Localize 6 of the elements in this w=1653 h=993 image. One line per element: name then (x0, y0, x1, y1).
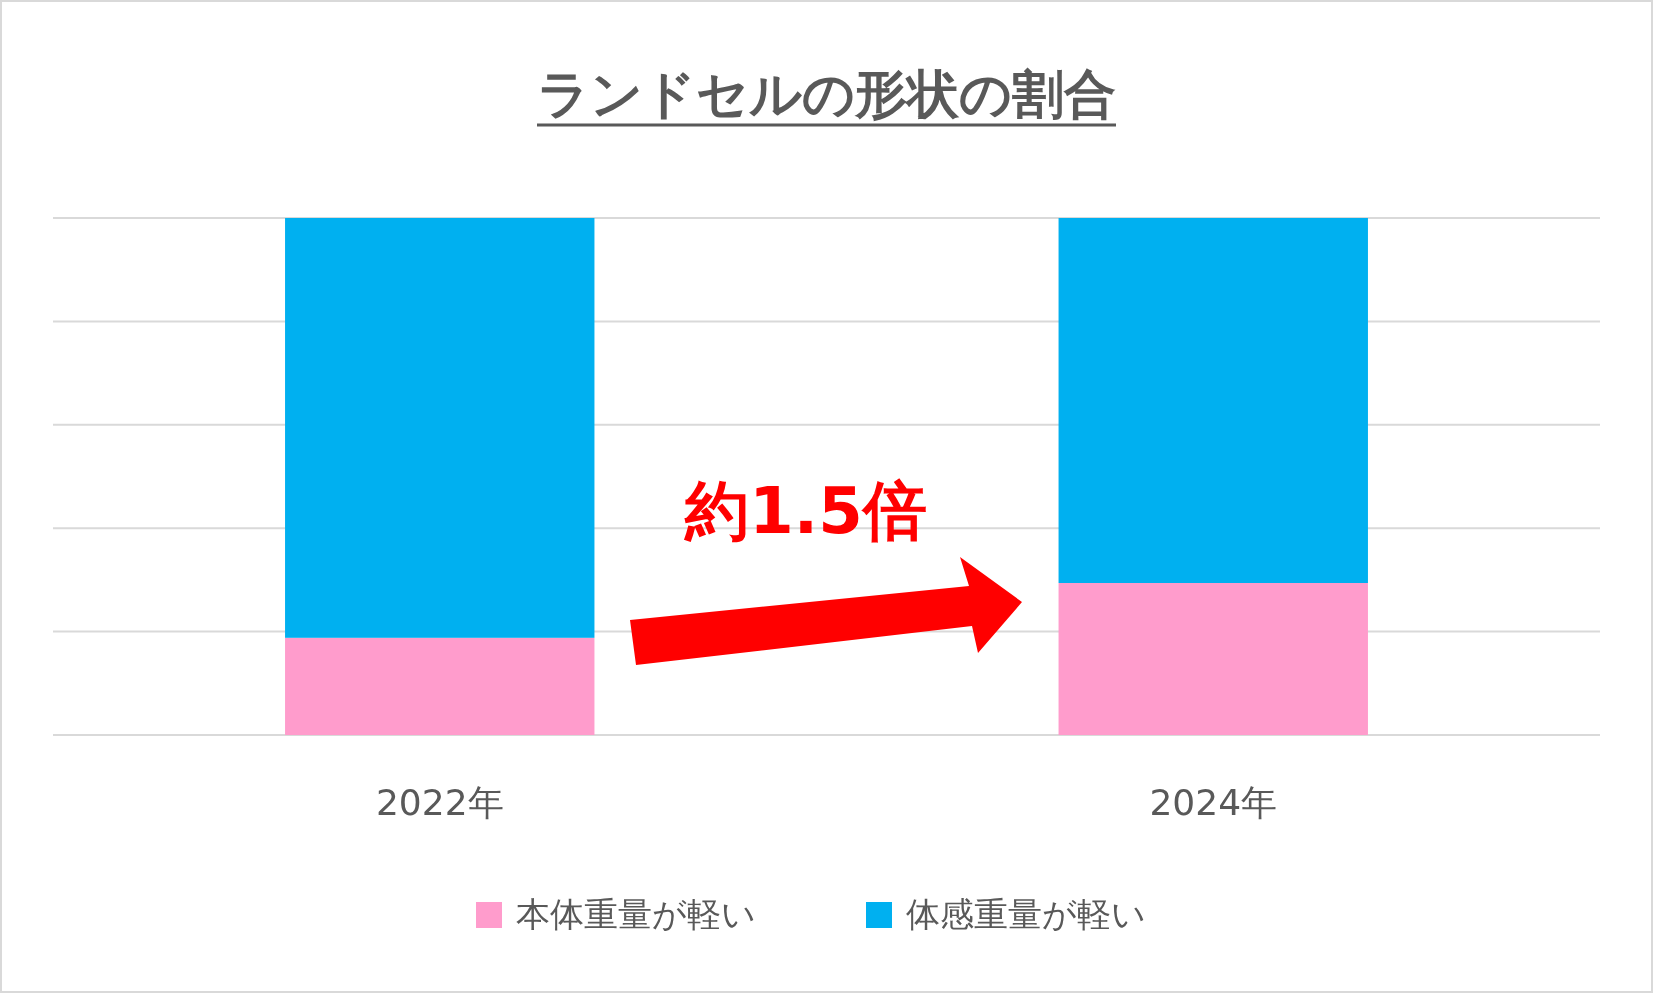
legend-label: 体感重量が軽い (906, 894, 1146, 934)
x-tick-label: 2024年 (1149, 782, 1278, 823)
annotation: 約1.5倍 (683, 474, 927, 548)
legend-label: 本体重量が軽い (516, 894, 756, 934)
chart-title: ランドセルの形状の割合 (537, 64, 1116, 124)
x-tick-label: 2022年 (375, 782, 504, 823)
